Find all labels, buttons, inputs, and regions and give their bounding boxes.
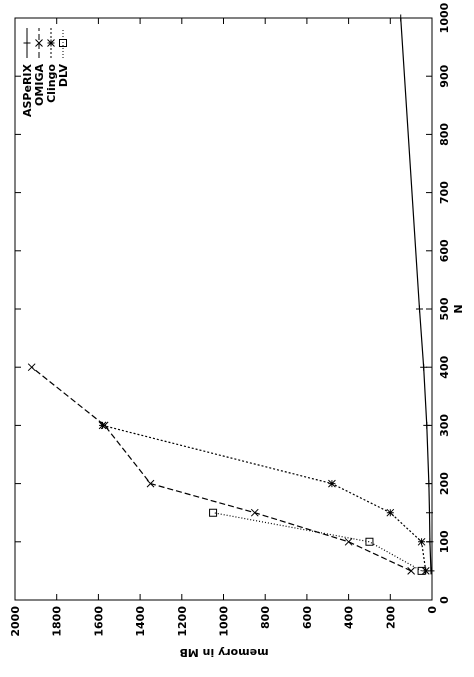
data-point [417, 537, 426, 546]
legend-label: ASPeRIX [21, 63, 34, 117]
data-point [425, 480, 433, 488]
rotated-plot: N memory in MB 0 100 200 300 400 500 600 700 800… [9, 2, 465, 659]
legend-label: OMIGA [33, 64, 46, 106]
data-point [415, 305, 423, 313]
legend-marker [59, 39, 67, 47]
y-axis-label: memory in MB [179, 646, 268, 659]
y-tick-label: 1400 [134, 606, 147, 637]
x-tick-label: 100 [438, 530, 451, 553]
series-line [31, 366, 412, 572]
data-point [425, 509, 433, 517]
x-tick-label: 500 [438, 297, 451, 320]
data-point [420, 363, 428, 371]
series-line [212, 512, 422, 572]
y-tick-label: 200 [384, 606, 397, 629]
x-axis-label: N [452, 304, 465, 313]
x-tick-label: 900 [438, 64, 451, 87]
series-line [400, 17, 432, 571]
y-tick-label: 800 [259, 606, 272, 629]
data-point [146, 479, 155, 488]
data-point [407, 567, 416, 575]
x-tick-label: 0 [438, 596, 451, 604]
x-tick-label: 200 [438, 472, 451, 495]
data-point [417, 566, 426, 575]
y-tick-label: 1200 [176, 606, 189, 637]
data-point [423, 421, 431, 429]
y-tick-label: 2000 [9, 606, 22, 637]
data-point [386, 508, 395, 517]
data-point [421, 567, 430, 575]
data-point [344, 537, 353, 546]
data-point [98, 421, 107, 430]
x-tick-label: 400 [438, 355, 451, 378]
y-tick-label: 1000 [218, 606, 231, 637]
legend-label: Clingo [45, 64, 58, 103]
data-point [250, 508, 259, 517]
x-tick-label: 700 [438, 181, 451, 204]
data-point [365, 537, 374, 546]
y-tick-label: 400 [343, 606, 356, 629]
plot-frame [14, 17, 433, 601]
y-tick-label: 1800 [51, 606, 64, 637]
data-point [328, 479, 336, 488]
series-line [102, 424, 427, 571]
data-point [209, 508, 218, 517]
x-tick-label: 1000 [438, 2, 451, 33]
x-tick-label: 800 [438, 123, 451, 146]
y-tick-label: 0 [426, 606, 439, 614]
x-tick-label: 300 [438, 414, 451, 437]
legend-marker [23, 39, 31, 47]
data-point [397, 14, 405, 22]
x-tick-label: 600 [438, 239, 451, 262]
legend-marker [47, 39, 55, 47]
legend-label: DLV [57, 64, 70, 88]
data-point [426, 538, 434, 546]
y-tick-label: 1600 [92, 606, 105, 637]
legend-marker [35, 39, 43, 47]
y-tick-label: 600 [301, 606, 314, 629]
data-point [27, 363, 36, 372]
